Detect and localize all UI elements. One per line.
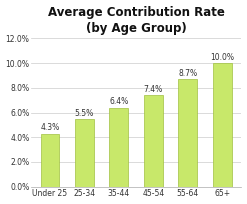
Text: 4.3%: 4.3% [40, 123, 60, 132]
Title: Average Contribution Rate
(by Age Group): Average Contribution Rate (by Age Group) [48, 6, 225, 34]
Text: 7.4%: 7.4% [144, 85, 163, 94]
Bar [41, 134, 60, 187]
Text: 5.5%: 5.5% [75, 109, 94, 118]
Text: 10.0%: 10.0% [210, 53, 234, 62]
Bar [109, 108, 128, 187]
Bar [213, 63, 232, 187]
Bar [75, 119, 94, 187]
Text: 8.7%: 8.7% [178, 69, 198, 78]
Bar [178, 79, 197, 187]
Text: 6.4%: 6.4% [109, 97, 129, 106]
Bar [144, 95, 163, 187]
